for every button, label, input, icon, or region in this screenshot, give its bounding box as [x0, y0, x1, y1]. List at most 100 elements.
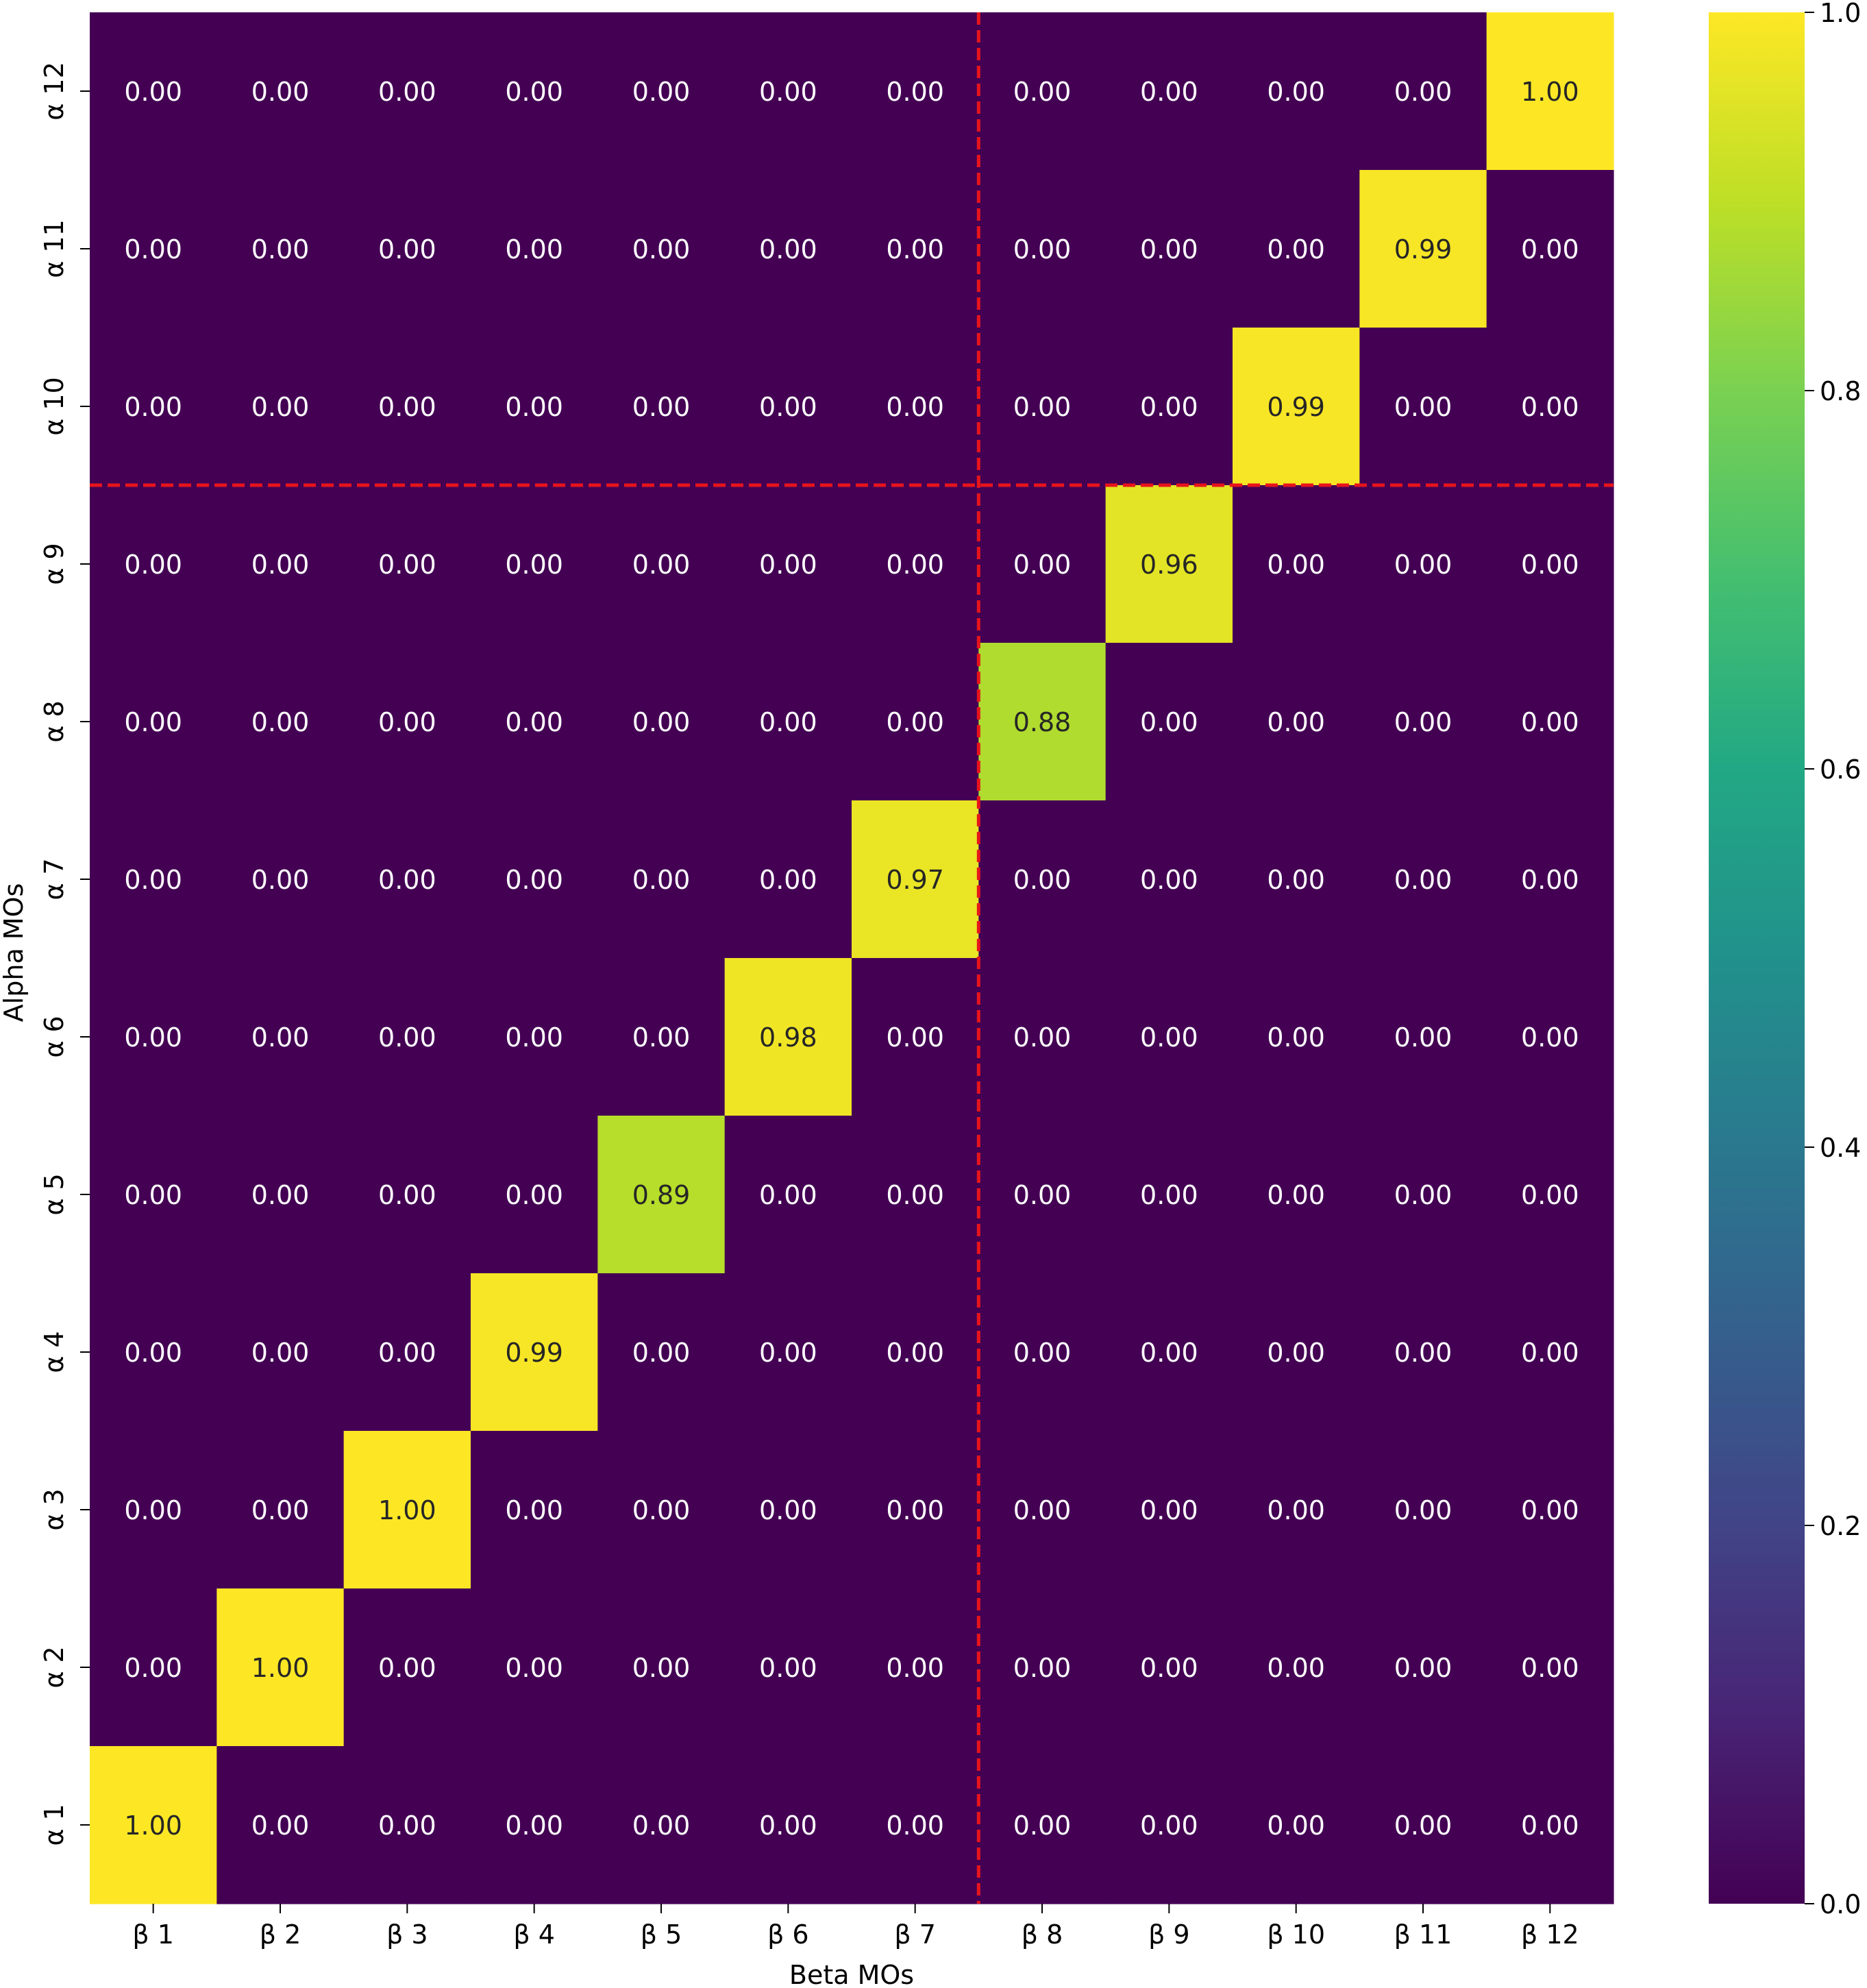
cell-value-label: 0.00 [505, 865, 563, 895]
y-tick-label: α 10 [39, 377, 69, 435]
cell-value-label: 0.00 [251, 1180, 310, 1210]
cell-value-label: 0.00 [1140, 1338, 1198, 1368]
heatmap-cell [597, 1746, 726, 1904]
heatmap-cell [1233, 1431, 1360, 1589]
heatmap-cell [852, 1273, 979, 1432]
cell-value-label: 0.00 [505, 550, 563, 580]
cell-value-label: 0.00 [632, 1811, 691, 1841]
cell-value-label: 0.00 [1013, 392, 1072, 422]
cell-value-label: 0.00 [1394, 1180, 1452, 1210]
heatmap-cell [90, 1588, 217, 1747]
heatmap-cell [978, 800, 1106, 959]
heatmap-cell [852, 328, 979, 486]
heatmap-cell [1105, 12, 1233, 171]
cell-value-label: 0.00 [1140, 1495, 1198, 1525]
heatmap-cell [217, 12, 345, 171]
cell-value-label: 0.00 [1394, 550, 1452, 580]
y-tick-label: α 8 [39, 700, 69, 742]
cell-value-label: 0.00 [251, 1338, 310, 1368]
heatmap-cell [343, 485, 471, 643]
heatmap-cell [724, 1116, 852, 1274]
cell-value-label: 0.00 [886, 1495, 944, 1525]
heatmap-cell [471, 1116, 598, 1274]
x-tick-label: β 8 [1022, 1919, 1063, 1950]
heatmap-cell [852, 485, 979, 643]
cell-value-label: 0.00 [632, 865, 691, 895]
cell-value-label: 0.00 [1013, 1811, 1072, 1841]
cell-value-label: 0.00 [632, 1022, 691, 1053]
heatmap-cell [852, 800, 979, 959]
cell-value-label: 0.00 [505, 234, 563, 265]
x-tick-label: β 5 [641, 1919, 682, 1950]
heatmap-cell [343, 1273, 471, 1432]
heatmap-cell [597, 1116, 726, 1274]
heatmap-cell [1105, 800, 1233, 959]
heatmap-cell [978, 12, 1106, 171]
heatmap-cell [1359, 643, 1487, 801]
heatmap-cell [471, 485, 598, 643]
cell-value-label: 0.00 [1267, 1022, 1325, 1053]
heatmap-cell [978, 1431, 1106, 1589]
heatmap-cell [724, 643, 852, 801]
cell-value-label: 0.00 [632, 1495, 691, 1525]
cell-value-label: 0.00 [759, 865, 817, 895]
heatmap-cell [1233, 1116, 1360, 1274]
cell-value-label: 0.00 [251, 707, 310, 737]
cell-value-label: 0.00 [1521, 392, 1579, 422]
heatmap-cell [1359, 958, 1487, 1116]
y-tick-label: α 9 [39, 543, 69, 585]
cell-value-label: 0.00 [886, 77, 944, 107]
heatmap-cell [343, 12, 471, 171]
heatmap-cell [217, 1746, 345, 1904]
heatmap-cell [343, 328, 471, 486]
heatmap-cell [724, 1273, 852, 1432]
cell-value-label: 0.00 [378, 1811, 436, 1841]
heatmap-cell [978, 485, 1106, 643]
cell-value-label: 0.00 [1521, 1338, 1579, 1368]
cell-value-label: 0.99 [1394, 234, 1452, 265]
heatmap-cell [1486, 800, 1614, 959]
heatmap-cell [1486, 328, 1614, 486]
y-tick-label: α 5 [39, 1173, 69, 1215]
colorbar-tick-label: 0.0 [1820, 1889, 1861, 1919]
heatmap-cell [852, 643, 979, 801]
cell-value-label: 0.00 [1267, 865, 1325, 895]
heatmap-cell [1486, 12, 1614, 171]
cell-value-label: 0.00 [1394, 1653, 1452, 1683]
y-axis-label: Alpha MOs [0, 883, 29, 1022]
cell-value-label: 0.00 [251, 234, 310, 265]
divider-lines [90, 12, 1613, 1904]
cell-value-label: 0.00 [378, 1022, 436, 1053]
heatmap-cell [471, 1431, 598, 1589]
cell-value-label: 0.00 [886, 1180, 944, 1210]
cell-value-label: 0.00 [1013, 865, 1072, 895]
heatmap-cell [343, 170, 471, 328]
heatmap-cell [1105, 1273, 1233, 1432]
cell-value-label: 0.00 [124, 234, 182, 265]
heatmap-cell [1105, 958, 1233, 1116]
heatmap-cell [471, 328, 598, 486]
cell-value-label: 0.00 [124, 392, 182, 422]
y-tick-label: α 7 [39, 858, 69, 900]
heatmap-cell [597, 170, 726, 328]
heatmap-cell [1105, 643, 1233, 801]
cell-value-label: 0.00 [251, 865, 310, 895]
cell-value-label: 0.00 [1013, 1653, 1072, 1683]
cell-value-label: 1.00 [251, 1653, 310, 1683]
heatmap-cell [90, 1431, 217, 1589]
heatmap-cell [1233, 12, 1360, 171]
cell-value-label: 0.00 [886, 1653, 944, 1683]
heatmap-cell [852, 12, 979, 171]
x-tick-label: β 4 [513, 1919, 555, 1950]
heatmap-cell [978, 1588, 1106, 1747]
x-tick-label: β 9 [1148, 1919, 1190, 1950]
cell-value-label: 0.00 [505, 1495, 563, 1525]
cell-value-label: 0.00 [505, 1811, 563, 1841]
cell-value-label: 0.00 [632, 392, 691, 422]
cell-value-label: 0.00 [251, 1811, 310, 1841]
heatmap-cell [1105, 170, 1233, 328]
cell-value-label: 0.00 [1267, 1338, 1325, 1368]
heatmap-cell [217, 1273, 345, 1432]
heatmap-cell [217, 1116, 345, 1274]
x-tick-label: β 1 [132, 1919, 174, 1950]
